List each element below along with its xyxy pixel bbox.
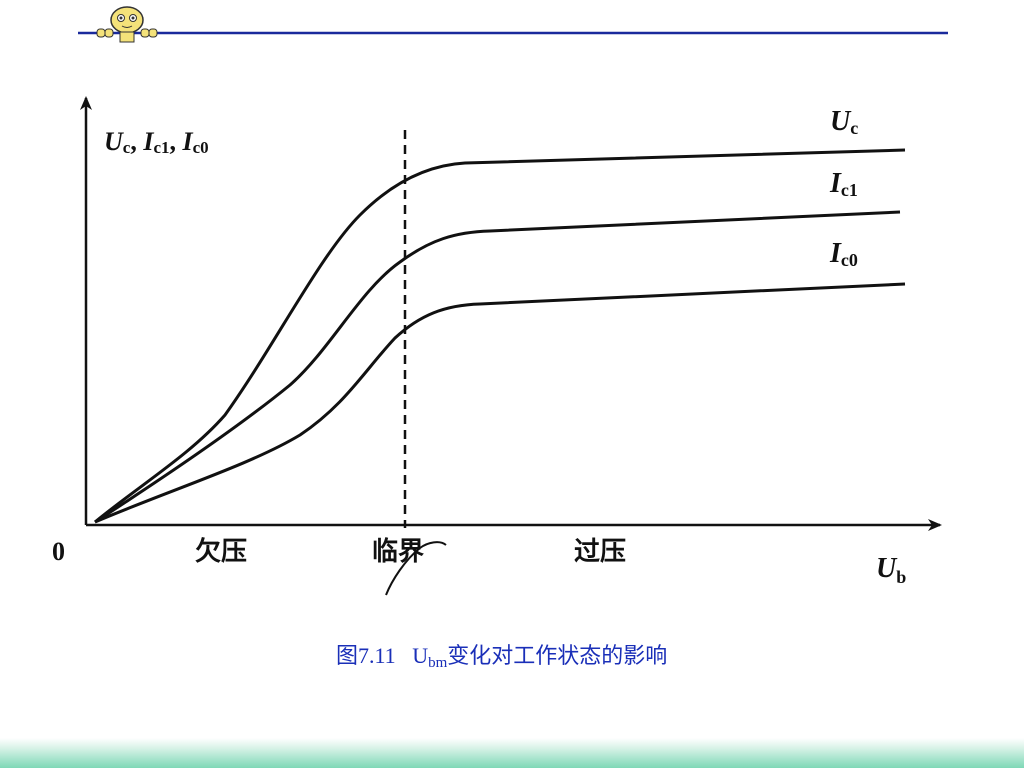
- uc-curve-label: Uc: [830, 106, 858, 138]
- caption-var-sub: bm: [428, 655, 448, 671]
- ic0-curve: [94, 282, 906, 524]
- origin-label: 0: [52, 537, 65, 566]
- ic1-curve-label: Ic1: [829, 168, 858, 200]
- figure-caption: 图7.11 Ubm变化对工作状态的影响: [336, 638, 667, 672]
- caption-prefix: 图7.11: [336, 643, 396, 668]
- uc-curve: [94, 148, 906, 524]
- critical-pointer-stroke: [385, 541, 447, 596]
- y-axis-label: Uc, Ic1, Ic0: [104, 127, 209, 157]
- under-voltage-label: 欠压: [195, 536, 247, 567]
- peeking-face-icon: [96, 6, 158, 43]
- caption-suffix: 变化对工作状态的影响: [447, 643, 668, 668]
- x-axis-label: Ub: [876, 553, 906, 587]
- ic0-curve-label: Ic0: [829, 238, 858, 270]
- over-voltage-label: 过压: [574, 537, 626, 567]
- caption-var: U: [412, 643, 429, 668]
- critical-label: 临界: [372, 536, 424, 567]
- ic1-curve: [94, 210, 901, 524]
- bottom-decorative-band: [0, 738, 1024, 768]
